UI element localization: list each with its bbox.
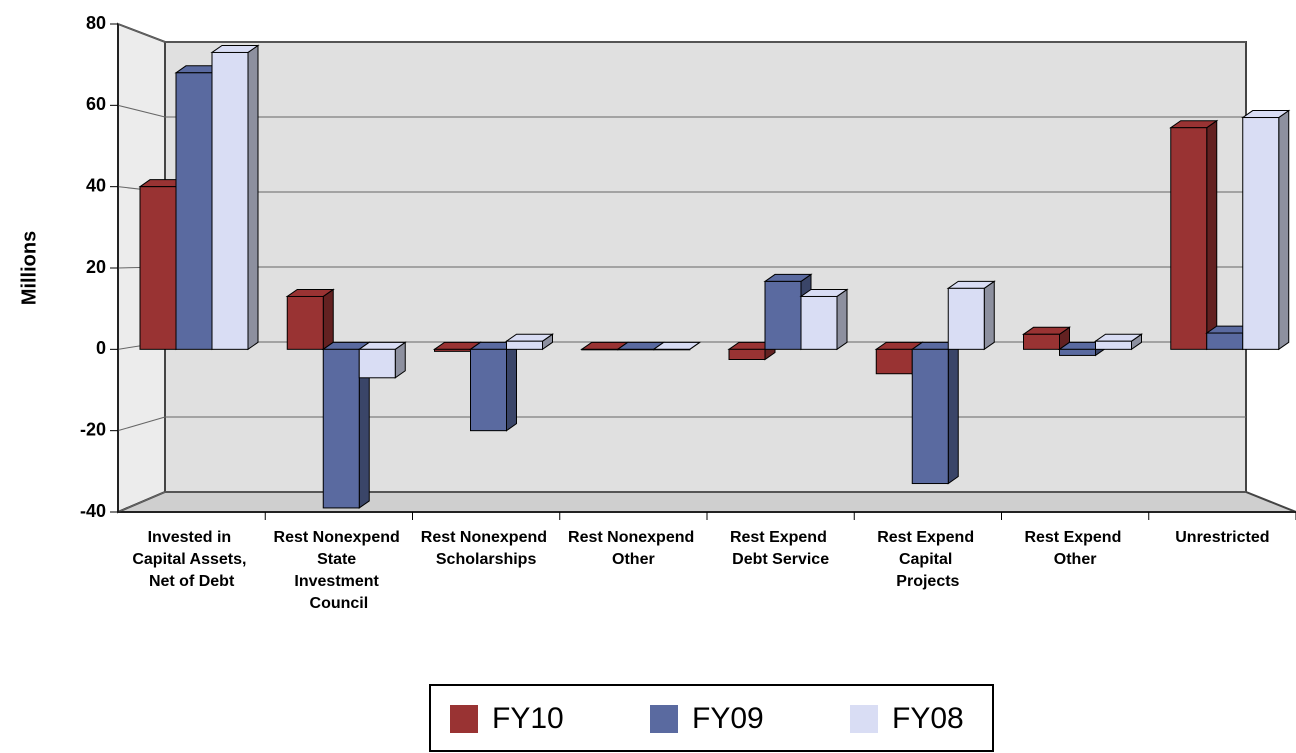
- bar: [1095, 340, 1132, 350]
- legend-swatch: [650, 705, 678, 733]
- y-tick-label: 0: [96, 338, 106, 358]
- y-tick-label: -40: [80, 501, 106, 521]
- bar-side-shade: [948, 342, 959, 484]
- bar: [1023, 333, 1060, 350]
- legend-label: FY08: [892, 702, 964, 735]
- bar: [1059, 348, 1096, 356]
- bar: [1170, 127, 1208, 350]
- x-tick-label: Unrestricted: [1175, 529, 1269, 546]
- bar: [470, 348, 507, 432]
- bar: [506, 340, 543, 350]
- bar: [175, 72, 213, 350]
- x-tick-label: Rest Nonexpend Scholarships: [421, 529, 552, 568]
- bar-side-shade: [248, 45, 258, 350]
- y-tick-label: -20: [80, 419, 106, 439]
- bar: [1206, 332, 1244, 350]
- bar: [728, 348, 766, 361]
- bar-side-shade: [984, 281, 995, 350]
- bar-side-shade: [506, 342, 517, 431]
- bar-side-shade: [1278, 110, 1289, 350]
- y-tick-label: 20: [86, 257, 106, 277]
- grid-line: [117, 104, 166, 118]
- grid-line: [117, 23, 166, 43]
- x-tick-label: Invested in Capital Assets, Net of Debt: [132, 529, 251, 590]
- x-tick-label: Rest Nonexpend Other: [568, 529, 699, 568]
- x-tick-label: Rest Nonexpend State Investment Council: [274, 529, 405, 612]
- bar: [581, 348, 619, 351]
- grid-line: [117, 416, 166, 432]
- bar: [322, 348, 360, 509]
- x-tick-label: Rest Expend Capital Projects: [877, 529, 978, 590]
- bar: [911, 348, 949, 485]
- y-tick-label: 60: [86, 94, 106, 114]
- bar-side-shade: [359, 342, 370, 508]
- bar: [617, 348, 655, 351]
- legend-label: FY09: [692, 702, 764, 735]
- bar-side-shade: [1206, 120, 1217, 350]
- bar: [139, 186, 177, 350]
- legend-label: FY10: [492, 702, 564, 735]
- y-tick-label: 80: [86, 13, 106, 33]
- bar-side-shade: [837, 289, 847, 350]
- bar: [947, 287, 985, 350]
- bar: [286, 295, 324, 350]
- bar-side-shade: [1131, 334, 1142, 350]
- floor: [117, 491, 1296, 513]
- bar-side-shade: [395, 342, 406, 378]
- grid-line: [117, 491, 166, 513]
- bar: [358, 348, 396, 379]
- x-tick-label: Rest Expend Other: [1024, 529, 1125, 568]
- legend-swatch: [850, 705, 878, 733]
- bar: [434, 348, 471, 352]
- bar: [1242, 117, 1280, 350]
- bar-side-shade: [323, 289, 334, 350]
- bar: [764, 280, 802, 350]
- bar: [211, 51, 249, 350]
- bar: [875, 348, 913, 375]
- bar-side-shade: [542, 334, 553, 350]
- legend-swatch: [450, 705, 478, 733]
- y-axis-label: Millions: [18, 231, 40, 305]
- bar: [653, 348, 691, 351]
- legend: [429, 684, 994, 752]
- x-tick-label: Rest Expend Debt Service: [730, 529, 831, 568]
- bar: [800, 295, 838, 350]
- y-tick-label: 40: [86, 175, 106, 195]
